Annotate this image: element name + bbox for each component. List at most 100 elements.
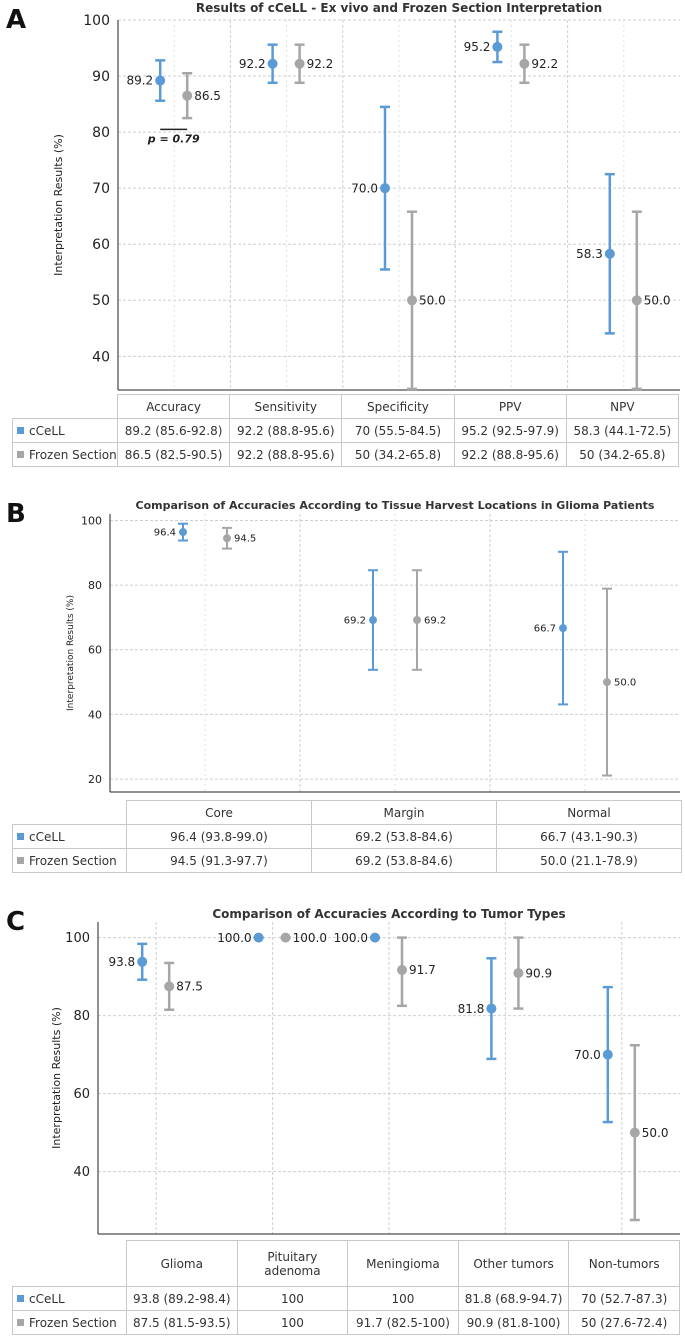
table-col-other: Other tumors <box>457 1240 570 1287</box>
panel-letter: B <box>6 499 26 529</box>
data-label: 50.0 <box>644 294 671 308</box>
data-point <box>370 932 380 943</box>
data-label: 50.0 <box>614 678 636 689</box>
data-point <box>631 295 642 306</box>
data-label: 70.0 <box>574 1048 601 1062</box>
table-col-accuracy: Accuracy <box>116 394 231 419</box>
data-label: 91.7 <box>409 963 436 977</box>
row-label-frozen: Frozen Section <box>12 1310 127 1335</box>
table-corner <box>12 800 127 825</box>
data-point <box>603 678 611 687</box>
data-point <box>513 968 524 979</box>
table-cell: 58.3 (44.1-72.5) <box>565 418 680 443</box>
table-cell: 69.2 (53.8-84.6) <box>311 848 497 873</box>
data-label: 100.0 <box>217 931 251 945</box>
data-point <box>253 932 264 943</box>
data-point <box>155 75 166 86</box>
data-point <box>486 1003 497 1014</box>
data-label: 50.0 <box>642 1126 669 1140</box>
y-tick-label: 80 <box>73 1009 90 1024</box>
data-label: 86.5 <box>194 89 221 103</box>
data-label: 69.2 <box>424 616 446 627</box>
data-point <box>407 295 417 306</box>
table-col-meningioma: Meningioma <box>347 1240 459 1287</box>
y-tick-label: 60 <box>88 644 102 657</box>
table-cell: 91.7 (82.5-100) <box>347 1310 459 1335</box>
table-cell: 70 (52.7-87.3) <box>568 1286 680 1311</box>
cceLL-legend-swatch <box>17 426 24 434</box>
data-point <box>413 616 421 625</box>
row-label-cceLL: cCeLL <box>12 1286 127 1311</box>
y-tick-label: 100 <box>81 514 102 527</box>
panel-c-chart: C Comparison of Accuracies According to T… <box>6 907 680 1235</box>
data-label: 100.0 <box>334 931 368 945</box>
y-tick-label: 60 <box>73 1087 90 1102</box>
y-tick-label: 40 <box>92 349 110 365</box>
y-tick-label: 60 <box>92 237 110 253</box>
table-cell: 86.5 (82.5-90.5) <box>116 442 231 467</box>
table-cell: 93.8 (89.2-98.4) <box>126 1286 238 1311</box>
table-col-sensitivity: Sensitivity <box>229 394 343 419</box>
table-row: cCeLL 96.4 (93.8-99.0) 69.2 (53.8-84.6) … <box>12 824 682 849</box>
table-corner <box>12 1240 127 1287</box>
table-cell: 100 <box>236 1286 349 1311</box>
row-label-cceLL: cCeLL <box>12 824 127 849</box>
y-tick-label: 80 <box>88 579 102 592</box>
panel-a-table: Accuracy Sensitivity Specificity PPV NPV… <box>12 394 680 467</box>
row-label-frozen: Frozen Section <box>12 442 118 467</box>
row-label-text: cCeLL <box>29 1291 65 1306</box>
panel-letter: A <box>6 5 26 35</box>
data-point <box>397 964 407 975</box>
y-tick-label: 90 <box>92 69 110 85</box>
chart-title: Results of cCeLL - Ex vivo and Frozen Se… <box>196 1 602 15</box>
table-col-margin: Margin <box>311 800 497 825</box>
data-label: 66.7 <box>534 624 556 635</box>
table-cell: 95.2 (92.5-97.9) <box>453 418 567 443</box>
panel-b-table: Core Margin Normal cCeLL 96.4 (93.8-99.0… <box>12 800 682 873</box>
data-label: 92.2 <box>239 57 266 71</box>
data-point <box>492 41 503 52</box>
panel-a-chart: A Results of cCeLL - Ex vivo and Frozen S… <box>6 1 680 391</box>
y-axis-label: Interpretation Results (%) <box>50 1007 63 1149</box>
data-label: 93.8 <box>108 955 135 969</box>
table-cell: 50 (34.2-65.8) <box>341 442 455 467</box>
table-cell: 87.5 (81.5-93.5) <box>126 1310 238 1335</box>
data-point <box>380 183 390 194</box>
data-label: 96.4 <box>154 528 176 539</box>
table-header-row: Core Margin Normal <box>12 800 682 825</box>
row-label-text: Frozen Section <box>29 447 117 462</box>
data-point <box>179 528 187 537</box>
data-label: 94.5 <box>234 534 256 545</box>
y-tick-label: 40 <box>73 1165 90 1180</box>
table-cell: 50.0 (21.1-78.9) <box>496 848 682 873</box>
frozen-legend-swatch <box>17 1318 24 1326</box>
data-label: 70.0 <box>351 181 378 195</box>
table-cell: 89.2 (85.6-92.8) <box>116 418 231 443</box>
chart-title: Comparison of Accuracies According to Tu… <box>212 907 565 921</box>
y-tick-label: 40 <box>88 708 102 721</box>
data-label: 90.9 <box>525 966 552 980</box>
data-point <box>280 932 291 943</box>
data-point <box>294 58 305 69</box>
table-cell: 92.2 (88.8-95.6) <box>229 418 343 443</box>
panel-c-table: Glioma Pituitary adenoma Meningioma Othe… <box>12 1240 680 1335</box>
data-label: 100.0 <box>293 931 327 945</box>
table-col-npv: NPV <box>565 394 680 419</box>
table-cell: 70 (55.5-84.5) <box>341 418 455 443</box>
chart-title: Comparison of Accuracies According to Ti… <box>136 499 655 512</box>
p-value-annotation: p = 0.79 <box>147 132 200 145</box>
table-corner <box>12 394 118 419</box>
y-axis-label: Interpretation Results (%) <box>66 595 76 711</box>
frozen-legend-swatch <box>17 450 24 458</box>
table-col-ppv: PPV <box>453 394 567 419</box>
data-label: 92.2 <box>307 57 334 71</box>
y-axis-label: Interpretation Results (%) <box>52 134 65 276</box>
data-point <box>519 58 530 69</box>
table-row: cCeLL 89.2 (85.6-92.8) 92.2 (88.8-95.6) … <box>12 418 680 443</box>
data-point <box>267 58 278 69</box>
panel-letter: C <box>6 907 25 937</box>
data-label: 50.0 <box>419 294 446 308</box>
panel-b-chart: B Comparison of Accuracies According to T… <box>6 499 680 793</box>
table-row: Frozen Section 86.5 (82.5-90.5) 92.2 (88… <box>12 442 680 467</box>
data-label: 81.8 <box>458 1002 485 1016</box>
